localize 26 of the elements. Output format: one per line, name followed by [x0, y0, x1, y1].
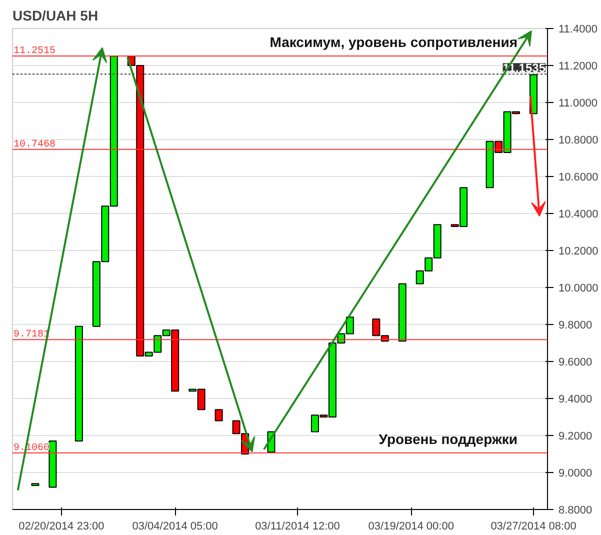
- candlestick: [214, 409, 223, 422]
- y-tick-label: 11.4000: [558, 24, 598, 36]
- y-tick-label: 10.0000: [558, 282, 598, 294]
- x-tick-label: 03/27/2014 08:00: [490, 520, 576, 532]
- ref-line-label: 10.7468: [14, 139, 56, 150]
- x-tick-label: 03/04/2014 05:00: [132, 520, 218, 532]
- y-tick-label: 9.8000: [558, 320, 592, 332]
- annotation: Максимум, уровень сопротивления: [270, 34, 518, 50]
- x-tick-label: 03/19/2014 00:00: [368, 520, 454, 532]
- y-tick-label: 9.0000: [558, 468, 592, 480]
- y-tick-label: 11.0000: [558, 98, 598, 110]
- chart-title: USD/UAH 5H: [12, 8, 98, 24]
- y-tick-label: 10.2000: [558, 246, 598, 258]
- y-tick-label: 10.4000: [558, 208, 598, 220]
- y-tick-label: 10.8000: [558, 134, 598, 146]
- y-tick-label: 9.6000: [558, 356, 592, 368]
- x-tick-label: 03/11/2014 12:00: [255, 520, 340, 532]
- y-tick-label: 11.2000: [558, 60, 598, 72]
- y-tick-label: 9.2000: [558, 430, 592, 442]
- ref-line-label: 11.2515: [14, 46, 56, 57]
- annotation: Уровень поддержки: [378, 430, 518, 447]
- y-tick-label: 9.4000: [558, 394, 592, 406]
- y-tick-label: 8.8000: [558, 504, 592, 516]
- ref-line-label: 11.1535: [502, 61, 546, 76]
- x-tick-label: 02/20/2014 23:00: [18, 520, 104, 532]
- y-tick-label: 10.6000: [558, 172, 598, 184]
